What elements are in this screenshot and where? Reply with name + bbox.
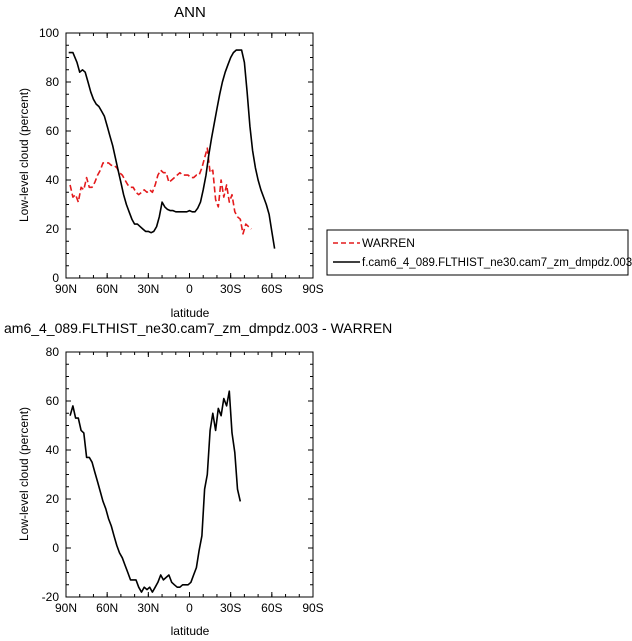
top-panel-x-label: latitude	[171, 306, 210, 320]
x-tick-label: 30S	[220, 282, 241, 296]
x-tick-label: 30N	[137, 601, 159, 615]
x-tick-label: 0	[186, 601, 193, 615]
bottom-panel-x-label: latitude	[171, 624, 210, 638]
y-tick-label: 100	[39, 26, 59, 40]
x-tick-label: 90N	[55, 282, 77, 296]
x-tick-label: 30N	[137, 282, 159, 296]
y-tick-label: 20	[46, 222, 60, 236]
bottom-panel-title: am6_4_089.FLTHIST_ne30.cam7_zm_dmpdz.003…	[4, 320, 392, 336]
y-tick-label: 0	[52, 541, 59, 555]
x-tick-label: 90N	[55, 601, 77, 615]
x-tick-label: 60S	[261, 282, 282, 296]
x-tick-label: 90S	[302, 601, 323, 615]
y-tick-label: 40	[46, 443, 60, 457]
top-panel-frame	[65, 32, 314, 279]
x-tick-label: 60N	[96, 282, 118, 296]
series-line-warren	[69, 147, 252, 235]
x-tick-label: 30S	[220, 601, 241, 615]
x-tick-label: 60S	[261, 601, 282, 615]
top-panel-y-label: Low-level cloud (percent)	[17, 88, 31, 222]
top-panel: ANN latitude Low-level cloud (percent) 9…	[17, 4, 324, 320]
top-panel-ticks: 90N 60N 30N 0 30S 60S 90S 0 20 40 60 80 100	[39, 26, 324, 296]
series-line-f-cam6-4-089-flthist-ne30-cam7-zm-dmpdz-003	[68, 49, 276, 249]
legend-box	[326, 229, 629, 276]
y-tick-label: 60	[46, 394, 60, 408]
bottom-panel-y-label: Low-level cloud (percent)	[17, 407, 31, 541]
y-tick-label: 80	[46, 345, 60, 359]
x-tick-label: 0	[186, 282, 193, 296]
bottom-panel: am6_4_089.FLTHIST_ne30.cam7_zm_dmpdz.003…	[4, 320, 392, 638]
y-tick-label: 80	[46, 75, 60, 89]
legend: WARREN f.cam6_4_089.FLTHIST_ne30.cam7_zm…	[326, 229, 632, 276]
x-tick-label: 90S	[302, 282, 323, 296]
x-tick-label: 60N	[96, 601, 118, 615]
bottom-panel-frame	[65, 351, 314, 598]
y-tick-label: 0	[52, 271, 59, 285]
legend-model-label: f.cam6_4_089.FLTHIST_ne30.cam7_zm_dmpdz.…	[362, 257, 632, 269]
y-tick-label: 40	[46, 173, 60, 187]
bottom-panel-ticks: 90N 60N 30N 0 30S 60S 90S -20 0 20 40 60 80	[42, 345, 324, 615]
y-tick-label: -20	[42, 590, 60, 604]
series-line-difference	[69, 390, 242, 593]
top-panel-title: ANN	[174, 4, 206, 21]
y-tick-label: 60	[46, 124, 60, 138]
top-panel-series	[68, 49, 276, 249]
legend-warren-label: WARREN	[362, 236, 415, 250]
y-tick-label: 20	[46, 492, 60, 506]
bottom-panel-series	[69, 390, 242, 593]
